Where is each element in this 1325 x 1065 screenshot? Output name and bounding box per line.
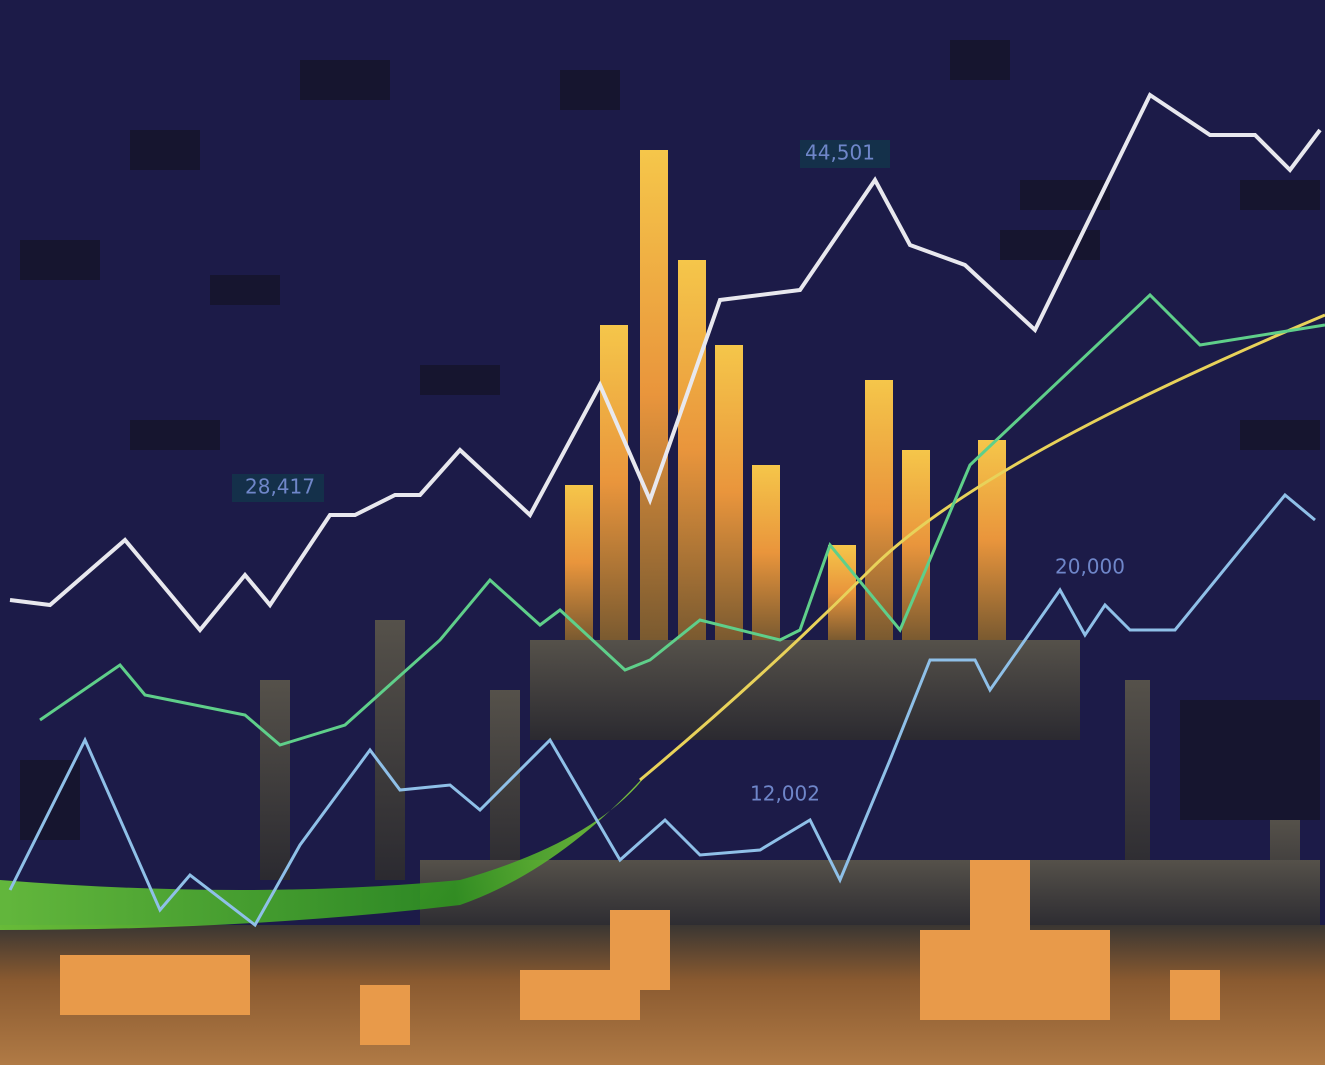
white-line <box>9 92 1322 634</box>
background-blocks <box>20 40 1320 840</box>
coin-stacks <box>60 860 1220 1045</box>
value-label: 44,501 <box>805 141 875 165</box>
value-label: 12,002 <box>750 782 820 806</box>
green-line <box>39 292 1325 747</box>
blue-line <box>8 492 1316 928</box>
green-glow <box>0 770 650 930</box>
orange-bars <box>565 150 1006 640</box>
value-label: 20,000 <box>1055 555 1125 579</box>
value-label: 28,417 <box>245 475 315 499</box>
grey-bars <box>260 620 1320 930</box>
value-labels: 44,501 28,417 20,000 12,002 <box>232 140 1125 806</box>
trend-curve <box>639 313 1325 782</box>
